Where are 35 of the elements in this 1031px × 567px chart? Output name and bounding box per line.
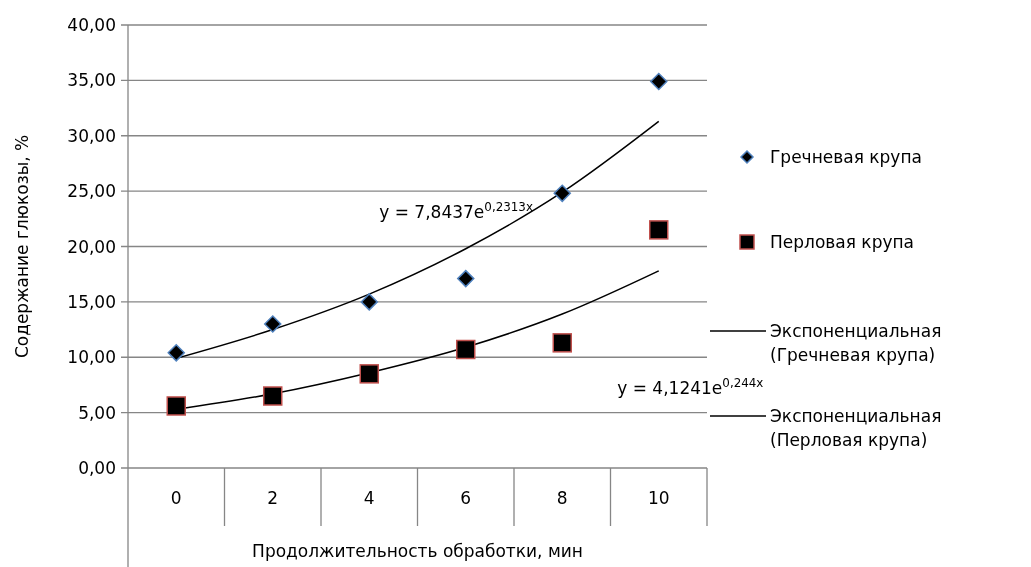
point [359,364,379,384]
point [649,220,669,240]
y-tick-label: 15,00 [67,291,116,312]
x-tick-label: 4 [363,488,375,508]
y-tick-label: 0,00 [78,458,116,478]
legend-label: Экспоненциальная (Гречневая крупа) [770,321,942,365]
annotation: y = 7,8437e$^{0,2313x}$ [379,199,533,222]
point [264,315,282,333]
legend-label: Перловая крупа [770,232,915,252]
point [360,293,378,311]
x-tick-label: 10 [647,488,670,508]
annotation: y = 4,1241e$^{0,244x}$ [617,375,764,398]
x-tick-label: 8 [556,488,568,508]
point [552,333,572,353]
y-tick-label: 20,00 [67,236,116,257]
y-axis-title: Содержание глюкозы, % [12,134,32,359]
point [166,396,186,416]
point [457,269,475,288]
point [263,386,283,406]
x-tick-label: 2 [267,488,279,508]
point [456,339,476,360]
y-tick-label: 35,00 [67,70,116,91]
x-tick-label: 6 [460,488,472,508]
legend-label: Гречневая крупа [770,147,922,167]
x-axis-title: Продолжительность обработки, мин [252,541,583,561]
legend-label: Экспоненциальная (Перловая крупа) [770,406,942,450]
y-tick-label: 25,00 [67,181,116,202]
point [167,344,185,362]
x-tick-label: 0 [170,488,182,508]
y-tick-label: 5,00 [78,402,116,423]
y-tick-label: 10,00 [67,347,116,368]
point [650,72,668,91]
y-tick-label: 40,00 [67,15,116,35]
point [553,184,571,203]
y-tick-label: 30,00 [67,125,116,146]
